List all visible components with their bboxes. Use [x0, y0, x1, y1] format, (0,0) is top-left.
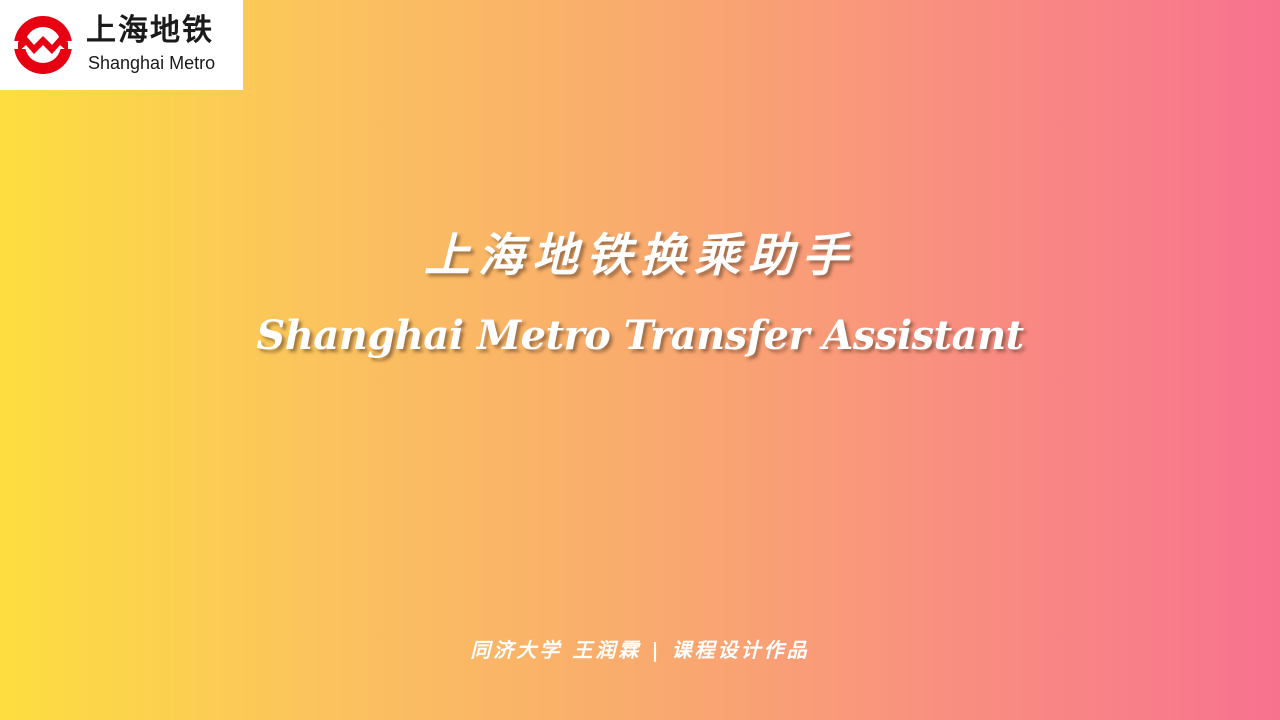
brand-name-cn: 上海地铁: [86, 13, 214, 48]
page-title-cn: 上海地铁换乘助手: [424, 228, 856, 282]
page-title-en: Shanghai Metro Transfer Assistant: [256, 312, 1024, 359]
footer-credit: 同济大学 王润霖 | 课程设计作品: [470, 638, 810, 662]
brand-logo: 上海地铁 Shanghai Metro: [0, 0, 243, 90]
shanghai-metro-logo-icon: [12, 16, 74, 74]
brand-name-en: Shanghai Metro: [88, 53, 216, 73]
